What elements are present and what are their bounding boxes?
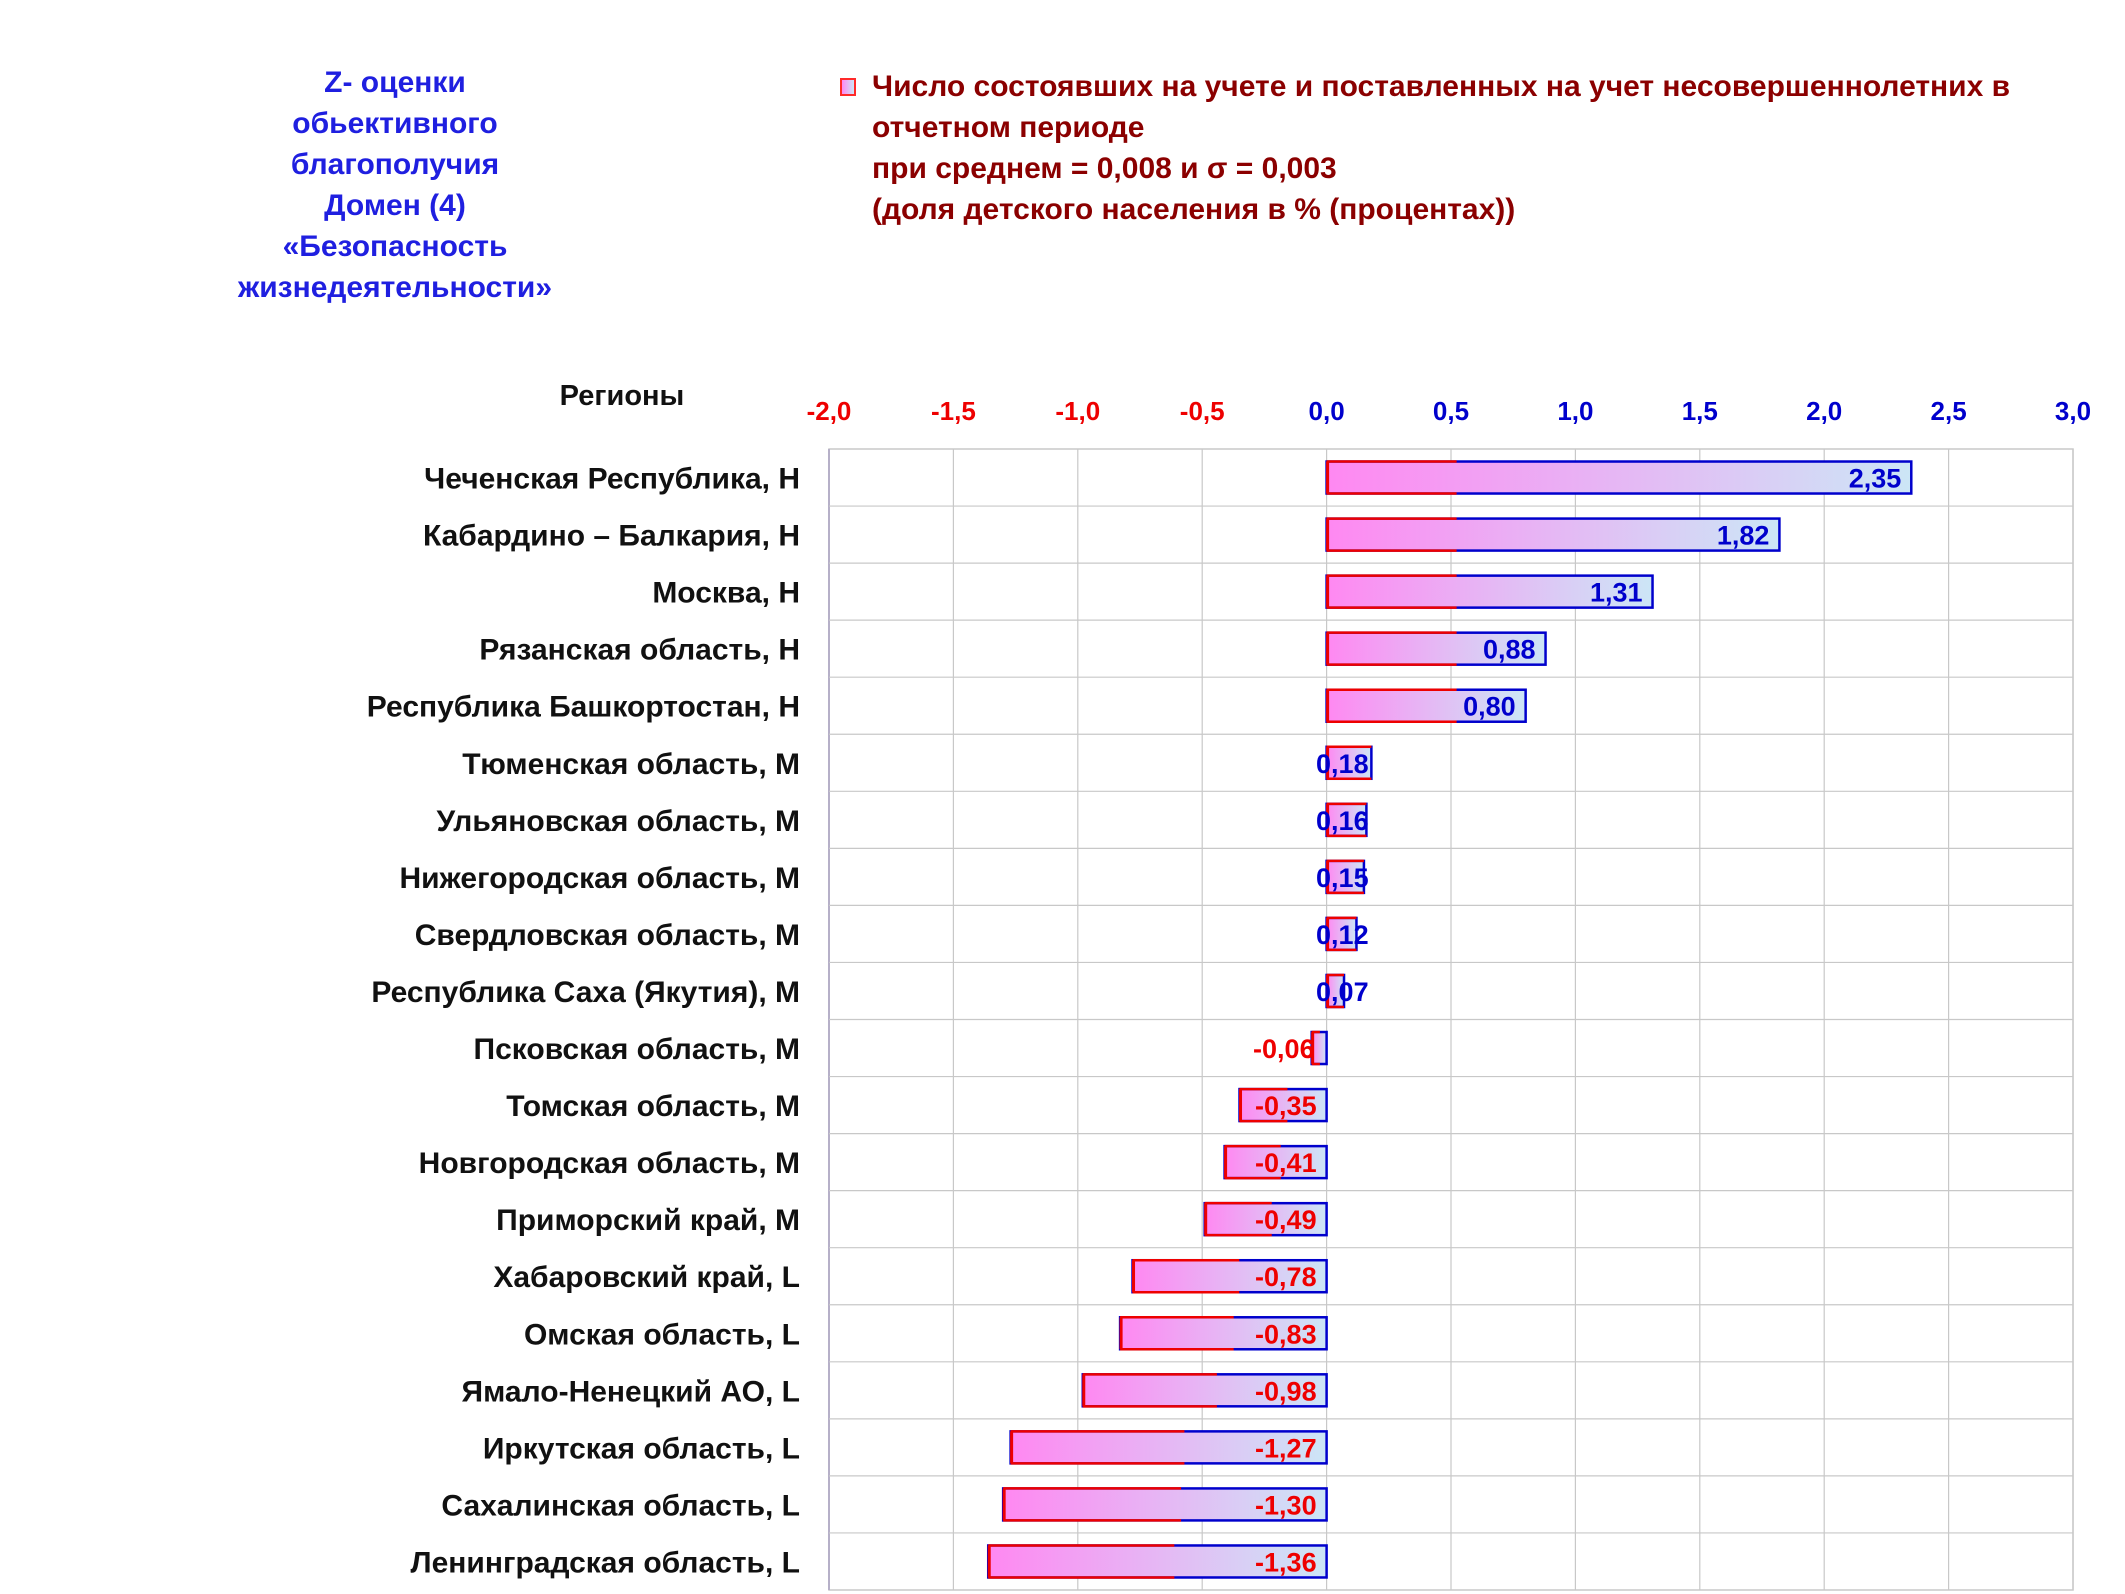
region-label: Тюменская область, M [462,748,800,781]
region-label: Томская область, M [506,1090,800,1123]
bar-value-label: -0,06 [1253,1034,1315,1064]
region-label: Омская область, L [524,1318,800,1351]
x-tick-label: 0,5 [1433,396,1469,426]
bar-value-label: 1,31 [1590,578,1643,608]
side-title-line: Домен (4) [324,189,466,222]
region-label: Новгородская область, M [419,1147,800,1180]
bar-value-label: 0,12 [1316,920,1369,950]
region-label: Ямало-Ненецкий АО, L [462,1375,800,1408]
region-label: Рязанская область, H [479,634,800,667]
bar-value-label: -1,27 [1255,1433,1317,1463]
region-label: Ленинградская область, L [411,1546,800,1579]
bar-value-label: -0,49 [1255,1205,1317,1235]
side-title-line: жизнедеятельности» [237,271,553,304]
legend-line: при среднем = 0,008 и σ = 0,003 [872,152,1337,185]
region-label: Республика Башкортостан, H [367,691,800,724]
bar-value-label: -0,83 [1255,1319,1317,1349]
x-tick-label: 0,0 [1309,396,1345,426]
legend-swatch-icon [840,78,856,96]
bar-value-label: -0,98 [1255,1376,1317,1406]
bar-value-label: -0,35 [1255,1091,1317,1121]
region-label: Свердловская область, M [415,919,800,952]
bar-value-label: 0,16 [1316,806,1369,836]
legend-line: отчетном периоде [872,111,1145,144]
region-label: Чеченская Республика, H [424,463,800,496]
side-title-line: благополучия [290,148,500,181]
region-label: Нижегородская область, M [399,862,800,895]
bar [1325,460,1913,495]
region-label: Иркутская область, L [483,1432,800,1465]
chart-side-title: Z- оценки обьективного благополучия Доме… [180,62,610,308]
bar-value-label: 0,18 [1316,749,1369,779]
x-tick-label: -1,0 [1055,396,1100,426]
bar-value-label: 0,80 [1463,692,1516,722]
bar-value-label: -1,30 [1255,1490,1317,1520]
side-title-line: Z- оценки [324,66,466,99]
bar [1325,517,1781,552]
x-tick-label: 2,0 [1806,396,1842,426]
legend-line: (доля детского населения в % (процентах)… [872,193,1516,226]
region-label: Кабардино – Балкария, H [423,520,800,553]
bar-value-label: -1,36 [1255,1547,1317,1577]
region-label: Москва, H [652,577,800,610]
region-label: Приморский край, M [496,1204,800,1237]
bar-value-label: 0,15 [1316,863,1369,893]
x-tick-label: 1,0 [1557,396,1593,426]
side-title-line: «Безопасность [282,230,508,263]
bar-value-label: 2,35 [1849,464,1902,494]
bar-value-label: -0,78 [1255,1262,1317,1292]
x-tick-label: -2,0 [807,396,852,426]
bar-value-label: 0,88 [1483,635,1536,665]
x-tick-label: -0,5 [1180,396,1225,426]
legend-line: Число состоявших на учете и поставленных… [872,70,2011,103]
x-tick-label: 3,0 [2055,396,2091,426]
legend-text: Число состоявших на учете и поставленных… [872,66,2080,230]
bar-value-label: -0,41 [1255,1148,1317,1178]
region-label: Псковская область, M [474,1033,800,1066]
region-label: Ульяновская область, M [437,805,800,838]
bar-value-label: 0,07 [1316,977,1369,1007]
bar-value-label: 1,82 [1717,521,1770,551]
legend: Число состоявших на учете и поставленных… [840,66,2080,230]
x-tick-label: 2,5 [1931,396,1967,426]
side-title-line: обьективного [292,107,498,140]
region-label: Сахалинская область, L [441,1489,800,1522]
category-header: Регионы [560,380,685,412]
region-label: Республика Саха (Якутия), M [371,976,800,1009]
region-label: Хабаровский край, L [493,1261,800,1294]
x-tick-label: 1,5 [1682,396,1718,426]
x-tick-label: -1,5 [931,396,976,426]
